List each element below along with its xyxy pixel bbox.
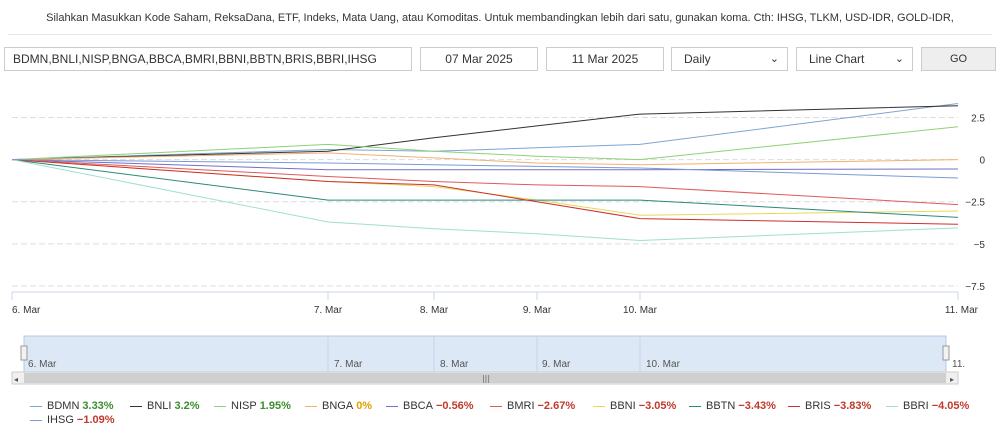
legend-item-bnli[interactable]: BNLI 3.2% [130,400,200,412]
legend-item-bbtn[interactable]: BBTN −3.43% [689,400,776,412]
legend-name: BNGA [322,400,354,412]
legend-line-icon [490,405,502,407]
legend-value: 1.95% [259,400,291,412]
legend-name: IHSG [47,414,74,426]
go-button[interactable]: GO [921,47,996,71]
series-line-bris [11,159,959,225]
start-date-field[interactable]: 07 Mar 2025 [420,47,538,71]
legend-value: −0.56% [435,400,474,412]
y-tick-label: 2.5 [971,113,985,124]
legend-name: BRIS [805,400,831,412]
header-divider [8,34,992,35]
legend-line-icon [689,405,701,407]
chevron-down-icon: ⌄ [894,53,904,65]
series-line-bnli [11,105,959,161]
navigator-label: 11. [952,359,965,370]
navigator-label: 6. Mar [28,359,57,370]
legend-value: −3.83% [833,400,872,412]
scrollbar-grip-icon[interactable]: ||| [482,374,490,383]
comparison-chart: 2.5 0 −2.5 −5 −7.5 6. Mar 7. Mar 8. Mar 9. Mar 10… [11,103,986,385]
legend-name: BMRI [507,400,535,412]
scrollbar-thumb[interactable] [24,373,946,383]
legend-line-icon [386,405,398,407]
series-line-ihsg [11,159,959,179]
legend-line-icon [30,419,42,421]
y-tick-label: −2.5 [965,198,985,209]
y-tick-label: −5 [974,240,986,251]
legend-value: −3.05% [638,400,677,412]
navigator-left-handle[interactable] [20,345,28,361]
legend-item-bbni[interactable]: BBNI −3.05% [593,400,676,412]
legend-item-bnga[interactable]: BNGA 0% [305,400,372,412]
series-line-bnga [11,152,959,166]
legend-item-bmri[interactable]: BMRI −2.67% [490,400,575,412]
series-line-bbtn [11,159,959,218]
scroll-right-arrow-icon[interactable]: ▸ [950,375,954,384]
x-tick-label: 9. Mar [523,305,552,316]
legend-name: BDMN [47,400,80,412]
legend-value: 0% [356,400,373,412]
legend-value: 3.2% [174,400,200,412]
x-tick-label: 11. Mar [945,305,979,316]
interval-select[interactable]: Daily ⌄ [671,47,788,71]
x-tick-label: 7. Mar [314,305,343,316]
x-tick-label: 10. Mar [623,305,658,316]
interval-select-value: Daily [684,52,711,66]
legend-line-icon [130,405,142,407]
codes-input[interactable]: BDMN,BNLI,NISP,BNGA,BBCA,BMRI,BBNI,BBTN,… [4,47,412,71]
legend-name: BBTN [706,400,736,412]
series-line-bmri [11,159,959,206]
y-tick-label: −7.5 [965,282,985,293]
legend-item-bris[interactable]: BRIS −3.83% [788,400,871,412]
legend-line-icon [305,405,317,407]
navigator-label: 7. Mar [334,359,363,370]
navigator-range[interactable] [23,335,947,373]
x-tick-label: 6. Mar [12,305,41,316]
chevron-down-icon: ⌄ [769,53,779,65]
legend-value: −2.67% [537,400,576,412]
legend-item-bdmn[interactable]: BDMN 3.33% [30,400,114,412]
legend-item-bbri[interactable]: BBRI −4.05% [886,400,969,412]
series-line-bbri [11,159,959,242]
scroll-left-arrow-icon[interactable]: ◂ [14,375,18,384]
legend-item-ihsg[interactable]: IHSG −1.09% [30,414,115,426]
series-line-bdmn [11,103,959,161]
legend-value: 3.33% [82,400,114,412]
legend-value: −3.43% [738,400,776,412]
legend-line-icon [214,405,226,407]
instructions-text: Silahkan Masukkan Kode Saham, ReksaDana,… [46,12,954,24]
chart-type-select-value: Line Chart [809,52,865,66]
legend-value: −4.05% [931,400,970,412]
legend-line-icon [593,405,605,407]
series-line-nisp [11,126,959,161]
legend-line-icon [886,405,898,407]
legend-name: BBRI [903,400,929,412]
legend-name: BNLI [147,400,172,412]
y-tick-label: 0 [979,156,985,167]
legend-item-bbca[interactable]: BBCA −0.56% [386,400,474,412]
chart-type-select[interactable]: Line Chart ⌄ [796,47,913,71]
navigator-label: 8. Mar [440,359,469,370]
x-tick-label: 8. Mar [420,305,449,316]
legend-name: BBNI [610,400,636,412]
legend-line-icon [30,405,42,407]
end-date-field[interactable]: 11 Mar 2025 [546,47,664,71]
legend-line-icon [788,405,800,407]
legend-item-nisp[interactable]: NISP 1.95% [214,400,291,412]
legend-value: −1.09% [76,414,115,426]
legend-name: NISP [231,400,257,412]
legend-name: BBCA [403,400,433,412]
navigator-label: 10. Mar [646,359,681,370]
navigator-right-handle[interactable] [942,345,950,361]
navigator-label: 9. Mar [542,359,571,370]
